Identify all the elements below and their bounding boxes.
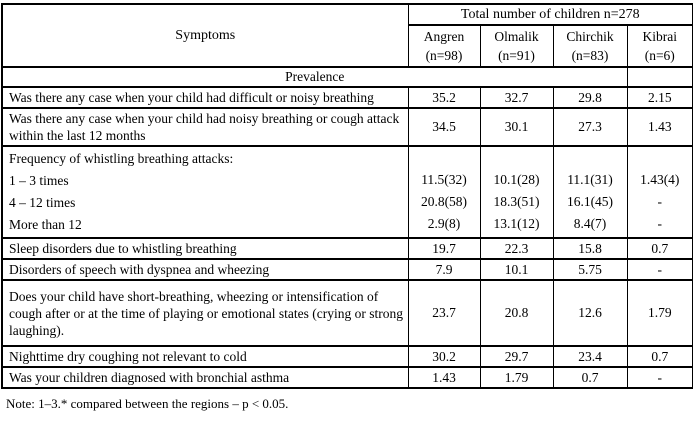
region-header-olmalik: Olmalik (n=91) <box>479 24 554 68</box>
value-cell-olmalik: 1.79 <box>479 366 554 389</box>
table-row: Disorders of speech with dyspnea and whe… <box>1 258 693 281</box>
table-row-frequency: Frequency of whistling breathing attacks… <box>1 145 693 239</box>
value-cell-chirchik: 11.1(31) 16.1(45) 8.4(7) <box>552 145 628 239</box>
table-row: Nighttime dry coughing not relevant to c… <box>1 345 693 368</box>
frequency-line: 1 – 3 times <box>9 173 69 188</box>
value-cell-olmalik: 22.3 <box>479 237 554 260</box>
value-cell-angren: 7.9 <box>407 258 481 281</box>
value-spacer <box>411 148 478 169</box>
value-spacer <box>630 148 691 169</box>
total-children-header: Total number of children n=278 <box>407 3 693 26</box>
value-cell-kibrai: - <box>626 366 693 389</box>
table-row: Does your child have short-breathing, wh… <box>1 279 693 347</box>
value-cell-chirchik: 12.6 <box>552 279 628 347</box>
value-cell-chirchik: 5.75 <box>552 258 628 281</box>
frequency-heading: Frequency of whistling breathing attacks… <box>9 151 234 166</box>
value-cell-olmalik: 10.1(28) 18.3(51) 13.1(12) <box>479 145 554 239</box>
value-line: - <box>657 194 663 209</box>
value-cell-olmalik: 20.8 <box>479 279 554 347</box>
region-header-chirchik: Chirchik (n=83) <box>552 24 628 68</box>
symptom-cell: Was your children diagnosed with bronchi… <box>1 366 409 389</box>
value-cell-olmalik: 10.1 <box>479 258 554 281</box>
value-line: 11.5(32) <box>421 172 467 187</box>
region-name: Kibrai <box>642 29 678 44</box>
symptom-cell: Disorders of speech with dyspnea and whe… <box>1 258 409 281</box>
value-cell-angren: 30.2 <box>407 345 481 368</box>
region-count: (n=6) <box>644 48 675 63</box>
value-cell-chirchik: 15.8 <box>552 237 628 260</box>
value-cell-angren: 35.2 <box>407 86 481 109</box>
value-line: 2.9(8) <box>427 216 461 231</box>
value-spacer <box>556 148 625 169</box>
value-cell-chirchik: 23.4 <box>552 345 628 368</box>
value-cell-angren: 23.7 <box>407 279 481 347</box>
symptom-cell: Sleep disorders due to whistling breathi… <box>1 237 409 260</box>
value-spacer <box>483 148 551 169</box>
symptom-cell: Was there any case when your child had d… <box>1 86 409 109</box>
region-name: Olmalik <box>494 29 539 44</box>
value-cell-chirchik: 0.7 <box>552 366 628 389</box>
symptom-cell: Frequency of whistling breathing attacks… <box>1 145 409 239</box>
value-cell-kibrai: - <box>626 258 693 281</box>
table-row: Sleep disorders due to whistling breathi… <box>1 237 693 260</box>
value-cell-angren: 1.43 <box>407 366 481 389</box>
region-name: Angren <box>423 29 465 44</box>
value-cell-kibrai: 0.7 <box>626 345 693 368</box>
value-line: 8.4(7) <box>573 216 607 231</box>
value-line: 10.1(28) <box>493 172 540 187</box>
region-count: (n=98) <box>425 48 463 63</box>
region-name: Chirchik <box>566 29 614 44</box>
value-cell-angren: 19.7 <box>407 237 481 260</box>
prevalence-empty-cell <box>626 66 693 88</box>
symptom-cell: Was there any case when your child had n… <box>1 107 409 147</box>
value-line: 18.3(51) <box>493 194 540 209</box>
prevalence-section-label: Prevalence <box>1 66 628 88</box>
header-row-regions: Angren (n=98) Olmalik (n=91) Chirchik (n… <box>2 24 693 68</box>
region-count: (n=83) <box>571 48 609 63</box>
symptom-cell: Nighttime dry coughing not relevant to c… <box>1 345 409 368</box>
value-cell-kibrai: 1.43(4) - - <box>626 145 693 239</box>
value-cell-kibrai: 1.43 <box>626 107 693 147</box>
frequency-line: More than 12 <box>9 217 82 232</box>
value-line: 20.8(58) <box>420 194 468 209</box>
header-row-total: Symptoms Total number of children n=278 <box>1 3 693 68</box>
region-header-kibrai: Kibrai (n=6) <box>626 24 693 68</box>
table-row: Was there any case when your child had n… <box>1 107 693 147</box>
symptoms-prevalence-table: Symptoms Total number of children n=278 … <box>1 3 693 389</box>
value-cell-olmalik: 32.7 <box>479 86 554 109</box>
value-line: 16.1(45) <box>566 194 614 209</box>
value-cell-chirchik: 27.3 <box>552 107 628 147</box>
symptom-cell: Does your child have short-breathing, wh… <box>1 279 409 347</box>
value-cell-kibrai: 0.7 <box>626 237 693 260</box>
value-line: 1.43(4) <box>640 172 680 187</box>
table-row: Was your children diagnosed with bronchi… <box>1 366 693 389</box>
value-line: 11.1(31) <box>567 172 613 187</box>
frequency-line: 4 – 12 times <box>9 195 76 210</box>
region-count: (n=91) <box>498 48 535 63</box>
value-cell-kibrai: 2.15 <box>626 86 693 109</box>
value-line: - <box>657 216 663 231</box>
value-cell-angren: 11.5(32) 20.8(58) 2.9(8) <box>407 145 481 239</box>
value-cell-olmalik: 29.7 <box>479 345 554 368</box>
footnote: Note: 1–3.* compared between the regions… <box>6 396 289 411</box>
section-row-prevalence: Prevalence <box>1 66 693 88</box>
value-cell-olmalik: 30.1 <box>479 107 554 147</box>
value-line: 13.1(12) <box>493 216 540 231</box>
value-cell-chirchik: 29.8 <box>552 86 628 109</box>
table-row: Was there any case when your child had d… <box>1 86 693 109</box>
value-cell-angren: 34.5 <box>407 107 481 147</box>
value-cell-kibrai: 1.79 <box>626 279 693 347</box>
region-header-angren: Angren (n=98) <box>407 24 481 68</box>
symptoms-column-header: Symptoms <box>1 3 409 68</box>
